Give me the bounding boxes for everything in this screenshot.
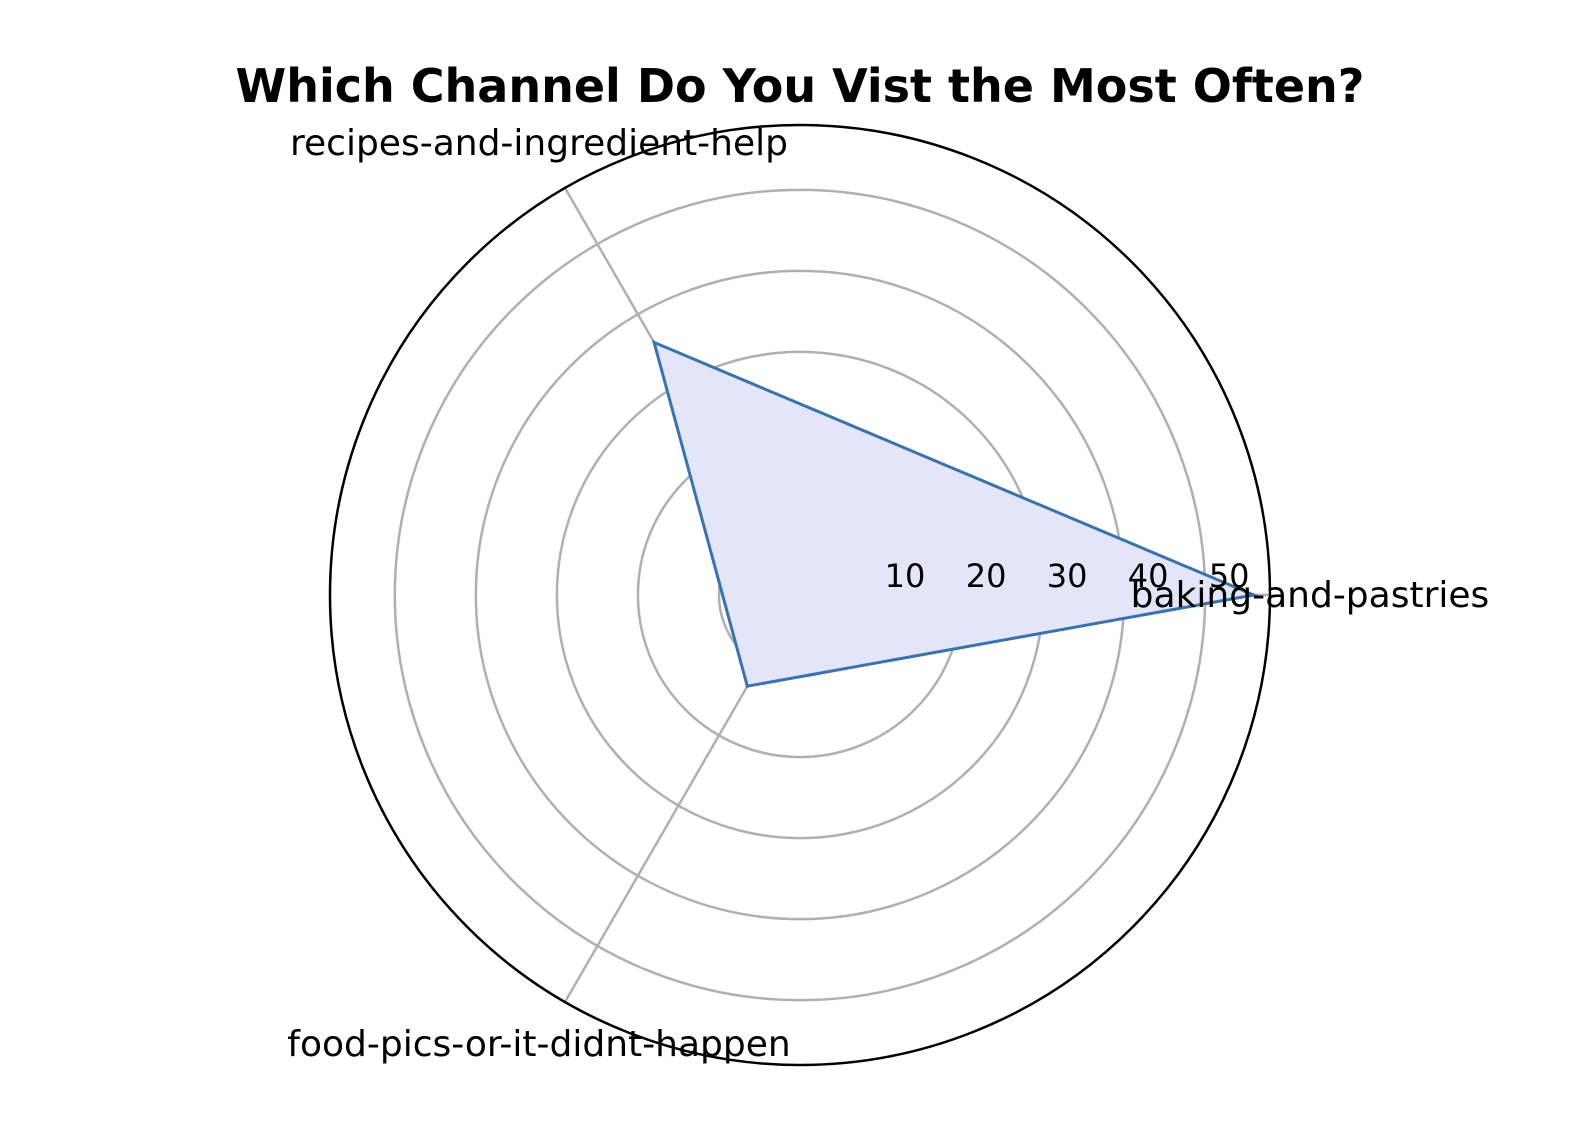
radial-tick-label: 10 (885, 557, 926, 595)
category-label: baking-and-pastries (1131, 575, 1490, 616)
series-area (654, 342, 1254, 687)
radial-tick-label: 30 (1047, 557, 1088, 595)
category-label: food-pics-or-it-didnt-happen (287, 1024, 790, 1065)
data-point (652, 340, 656, 344)
data-point (1252, 593, 1256, 597)
chart-title: Which Channel Do You Vist the Most Often… (236, 59, 1365, 113)
series-line (651, 339, 1260, 688)
category-label: recipes-and-ingredient-help (290, 123, 788, 164)
radial-tick-label: 50 (1209, 557, 1250, 595)
tick-layer: 10 20 30 40 50 (885, 557, 1250, 595)
data-point (745, 684, 749, 688)
radial-tick-label: 40 (1128, 557, 1169, 595)
outer-frame (328, 123, 1272, 1067)
label-layer: baking-and-pastries recipes-and-ingredien… (287, 123, 1489, 1065)
radial-tick-label: 20 (966, 557, 1007, 595)
series-layer (651, 339, 1260, 688)
